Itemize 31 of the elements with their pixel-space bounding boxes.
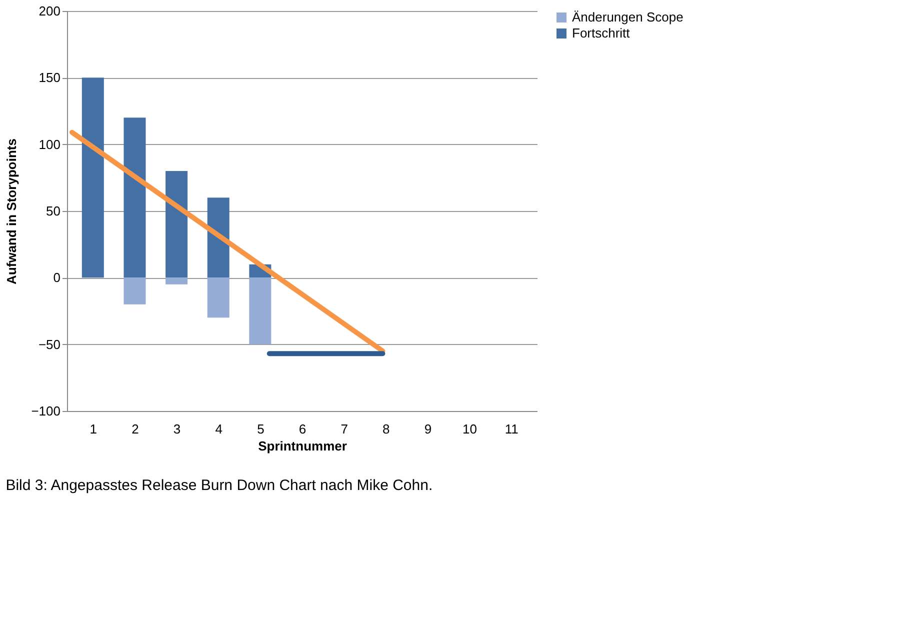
y-tick-label: 200 <box>38 4 60 18</box>
x-tick-label: 2 <box>132 422 139 436</box>
bar <box>207 198 230 278</box>
x-tick-label: 4 <box>215 422 222 436</box>
legend-label: Änderungen Scope <box>572 10 684 24</box>
x-tick-label: 10 <box>462 422 478 436</box>
text: Bild 3: Angepasstes Release Burn Down Chart nach Mike Cohn. <box>6 477 433 494</box>
x-tick-label: 5 <box>257 422 264 436</box>
y-tick-label: 100 <box>38 136 60 152</box>
x-tick-label: 11 <box>504 422 518 436</box>
x-tick-label: 8 <box>382 422 390 436</box>
bar <box>124 278 146 304</box>
bar <box>166 278 188 284</box>
y-axis-title: Aufwand in Storypoints <box>4 138 20 284</box>
x-tick-label: 6 <box>298 422 306 436</box>
x-tick-label: 3 <box>173 422 181 436</box>
y-tick-label: −50 <box>38 336 60 352</box>
legend-label: Fortschritt <box>572 26 630 40</box>
x-axis-title: Sprintnummer <box>258 438 347 454</box>
bar <box>207 278 230 318</box>
x-tick-label: 1 <box>90 422 98 436</box>
y-tick-label: 50 <box>46 204 60 218</box>
y-tick-label: 0 <box>53 270 60 286</box>
x-tick-label: 9 <box>424 422 432 436</box>
x-tick-label: 7 <box>340 422 348 436</box>
y-tick-label: −100 <box>31 404 60 418</box>
bar <box>82 78 104 278</box>
y-tick-label: 150 <box>38 70 60 86</box>
bar <box>166 171 188 278</box>
bar <box>124 118 146 278</box>
bar <box>249 278 272 344</box>
